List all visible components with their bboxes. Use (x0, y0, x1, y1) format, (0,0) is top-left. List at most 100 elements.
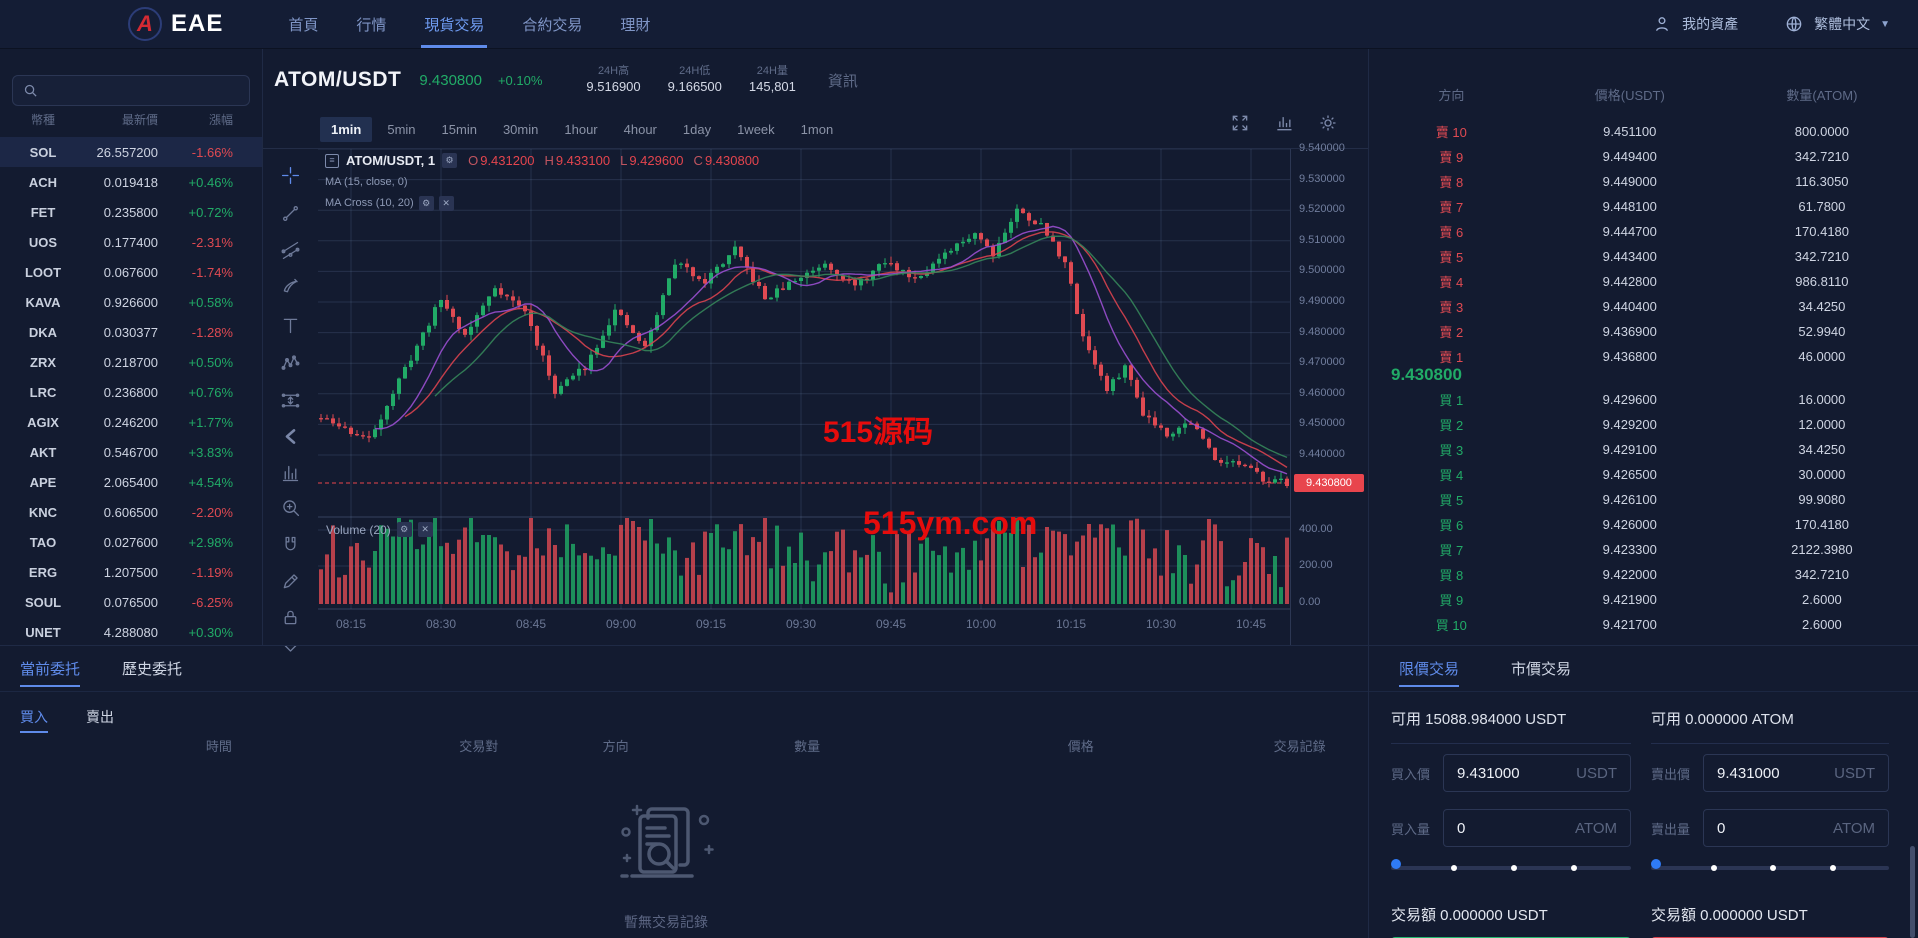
watchlist-row[interactable]: LRC 0.236800 +0.76% (29, 384, 233, 400)
series-gear-icon[interactable]: ⚙ (442, 153, 458, 168)
volume-close-icon[interactable]: ✕ (417, 522, 433, 537)
timeframe-1min[interactable]: 1min (320, 117, 373, 142)
timeframe-15min[interactable]: 15min (441, 122, 477, 137)
buy-price-input[interactable]: 9.431000 USDT (1443, 754, 1631, 792)
menu-item[interactable]: 理財 (620, 16, 651, 34)
orderbook-row[interactable]: 買 10 9.421700 2.6000 (1435, 617, 1842, 633)
sell-amount-input[interactable]: 0 ATOM (1703, 809, 1889, 847)
orderbook-row[interactable]: 賣 8 9.449000 116.3050 (1439, 174, 1849, 190)
buy-slider-thumb[interactable] (1391, 859, 1401, 869)
orderbook-row[interactable]: 賣 6 9.444700 170.4180 (1439, 224, 1850, 240)
candlestick-chart[interactable]: 08:15 08:30 08:45 09:00 09:15 09:30 09:45 10:00… (318, 149, 1290, 645)
position-tool-icon[interactable] (263, 390, 318, 411)
my-assets-link[interactable]: 我的資產 (1682, 16, 1739, 32)
search-box[interactable] (12, 75, 250, 106)
orders-tab[interactable]: 當前委托 (20, 654, 81, 687)
orderbook-row[interactable]: 賣 4 9.442800 986.8110 (1439, 274, 1849, 290)
orderbook-row[interactable]: 買 8 9.422000 342.7210 (1439, 567, 1850, 583)
watchlist-row[interactable]: APE 2.065400 +4.54% (29, 474, 233, 490)
fullscreen-icon[interactable] (1230, 113, 1250, 133)
orderbook-row[interactable]: 買 9 9.421900 2.6000 (1439, 592, 1842, 608)
watchlist-row[interactable]: SOUL 0.076500 -6.25% (24, 594, 233, 610)
orders-subtab[interactable]: 買入 (20, 704, 48, 733)
watchlist-row[interactable]: ZRX 0.218700 +0.50% (30, 354, 233, 370)
crosshair-tool-icon[interactable] (263, 165, 318, 186)
timeframe-4hour[interactable]: 4hour (623, 122, 657, 137)
pencil-icon[interactable] (263, 571, 318, 592)
orderbook-row[interactable]: 買 5 9.426100 99.9080 (1439, 492, 1846, 508)
menu-item[interactable]: 行情 (356, 16, 387, 34)
menu-item[interactable]: 合約交易 (522, 16, 583, 34)
scrollbar[interactable] (1910, 846, 1915, 938)
timeframe-30min[interactable]: 30min (502, 122, 539, 137)
orderbook-row[interactable]: 買 4 9.426500 30.0000 (1439, 467, 1846, 483)
ma-close-icon[interactable]: ✕ (438, 196, 454, 211)
magnet-icon[interactable] (263, 534, 318, 555)
info-link[interactable]: 資訊 (827, 72, 858, 90)
gear-icon[interactable] (1318, 113, 1338, 133)
orderbook-row[interactable]: 買 7 9.423300 2122.3980 (1439, 542, 1853, 558)
language-selector[interactable]: 繁體中文 (1814, 16, 1871, 32)
orderbook-row[interactable]: 賣 3 9.440400 34.4250 (1439, 299, 1846, 315)
watchlist-row[interactable]: KNC 0.606500 -2.20% (28, 504, 233, 520)
sell-slider-thumb[interactable] (1651, 859, 1661, 869)
menu-item[interactable]: 首頁 (288, 16, 319, 34)
orderbook-row[interactable]: 賣 9 9.449400 342.7210 (1439, 149, 1850, 165)
watchlist-row[interactable]: TAO 0.027600 +2.98% (29, 534, 233, 550)
orderbook-row[interactable]: 賣 10 9.451100 800.0000 (1435, 124, 1850, 140)
watchlist-row[interactable]: DKA 0.030377 -1.28% (28, 324, 233, 340)
logo[interactable]: A EAE (128, 7, 223, 41)
orderbook-row[interactable]: 買 6 9.426000 170.4180 (1439, 517, 1850, 533)
ma-gear-icon[interactable]: ⚙ (418, 196, 434, 211)
watchlist-row[interactable]: ERG 1.207500 -1.19% (28, 564, 233, 580)
orderbook-row[interactable]: 賣 2 9.436900 52.9940 (1439, 324, 1846, 340)
watchlist-row[interactable]: SOL 26.557200 -1.66% (0, 137, 262, 167)
watchlist-row[interactable]: AKT 0.546700 +3.83% (29, 444, 233, 460)
indicator-icon[interactable] (1274, 113, 1294, 133)
sell-amount-slider[interactable] (1651, 858, 1889, 878)
orders-col-header: 數量 (794, 739, 821, 754)
timeframe-1hour[interactable]: 1hour (564, 122, 598, 137)
orderbook-row[interactable]: 買 1 9.429600 16.0000 (1439, 392, 1846, 408)
menu-item[interactable]: 現貨交易 (405, 0, 503, 48)
orders-subtab[interactable]: 賣出 (86, 709, 114, 725)
orders-tab[interactable]: 歷史委托 (122, 661, 183, 678)
timeframe-5min[interactable]: 5min (387, 122, 416, 137)
volume-gear-icon[interactable]: ⚙ (396, 522, 412, 537)
timeframe-1day[interactable]: 1day (682, 122, 712, 137)
watchlist-row[interactable]: FET 0.235800 +0.72% (30, 204, 233, 220)
sell-price-input[interactable]: 9.431000 USDT (1703, 754, 1889, 792)
search-input[interactable] (46, 83, 239, 98)
orderbook-row[interactable]: 賣 5 9.443400 342.7210 (1439, 249, 1850, 265)
chevron-down-icon[interactable]: ▼ (1880, 18, 1890, 30)
orderbook-row[interactable]: 賣 1 9.436800 46.0000 (1439, 349, 1846, 365)
series-style-icon[interactable]: ≡ (325, 153, 339, 168)
orderbook-row[interactable]: 買 2 9.429200 12.0000 (1439, 417, 1846, 433)
chevron-down-tools-icon[interactable] (263, 637, 318, 658)
watchlist-row[interactable]: KAVA 0.926600 +0.58% (25, 294, 233, 310)
back-arrow-icon[interactable] (263, 426, 318, 447)
price-axis[interactable]: 9.430800 9.540000 9.530000 9.520000 9.51000… (1290, 142, 1368, 645)
trendline-tool-icon[interactable] (263, 203, 318, 224)
watchlist-row[interactable]: LOOT 0.067600 -1.74% (24, 264, 233, 280)
bar-pattern-icon[interactable] (263, 463, 318, 484)
timeframe-1week[interactable]: 1week (737, 122, 775, 137)
fib-tool-icon[interactable] (263, 240, 318, 261)
buy-amount-input[interactable]: 0 ATOM (1443, 809, 1631, 847)
buy-amount-slider[interactable] (1391, 858, 1631, 878)
watchlist-row[interactable]: UNET 4.288080 +0.30% (25, 624, 233, 640)
zoom-in-icon[interactable] (263, 497, 318, 518)
watchlist-row[interactable]: AGIX 0.246200 +1.77% (27, 414, 233, 430)
trade-tab[interactable]: 限價交易 (1399, 654, 1460, 687)
brush-tool-icon[interactable] (263, 276, 318, 297)
orderbook-row[interactable]: 買 3 9.429100 34.4250 (1439, 442, 1846, 458)
watchlist-row[interactable]: UOS 0.177400 -2.31% (28, 234, 233, 250)
watchlist-row[interactable]: ACH 0.019418 +0.46% (28, 174, 233, 190)
lock-icon[interactable] (263, 607, 318, 628)
timeframe-1mon[interactable]: 1mon (800, 122, 834, 137)
pattern-tool-icon[interactable] (263, 353, 318, 374)
text-tool-icon[interactable] (263, 315, 318, 336)
trade-tab[interactable]: 市價交易 (1511, 661, 1572, 678)
orderbook-row[interactable]: 賣 7 9.448100 61.7800 (1439, 199, 1846, 215)
